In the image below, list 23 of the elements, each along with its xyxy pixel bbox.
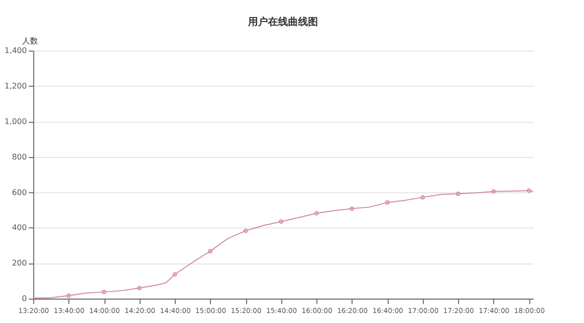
point <box>350 206 354 211</box>
y-tick-label: 1,400 <box>4 46 27 56</box>
y-tick-label: 1,200 <box>4 81 27 90</box>
point <box>491 189 496 194</box>
point <box>66 293 71 298</box>
y-tick-label: 800 <box>12 152 27 162</box>
point <box>314 211 319 216</box>
point <box>137 286 142 290</box>
point <box>385 200 390 205</box>
point <box>243 228 248 233</box>
y-tick-label: 0 <box>22 294 27 304</box>
y-axis-title: 人数 <box>22 36 38 46</box>
y-tick-label: 400 <box>12 223 27 232</box>
point <box>172 272 178 277</box>
point <box>456 192 460 196</box>
y-tick-label: 600 <box>12 188 27 197</box>
point <box>208 249 212 254</box>
y-tick-label: 200 <box>12 258 27 268</box>
point <box>102 290 106 294</box>
y-tick-label: 1,000 <box>4 116 27 126</box>
point <box>278 219 284 224</box>
chart-title: 用户在线曲线图 <box>247 16 318 28</box>
point <box>420 195 425 200</box>
